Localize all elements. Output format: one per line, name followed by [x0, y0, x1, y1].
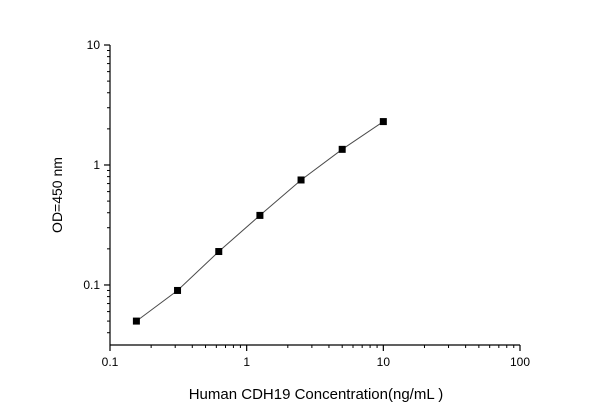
- y-axis-label: OD=450 nm: [49, 157, 65, 233]
- data-point: [132, 317, 140, 325]
- y-tick-label: 1: [93, 158, 100, 172]
- data-point: [256, 211, 264, 219]
- x-tick-label: 100: [510, 355, 530, 369]
- data-point: [215, 248, 223, 256]
- x-axis-label: Human CDH19 Concentration(ng/mL ): [189, 386, 444, 403]
- data-point: [297, 176, 305, 184]
- series-line: [136, 121, 384, 322]
- y-tick-label: 0.1: [83, 278, 100, 292]
- data-point: [379, 118, 387, 126]
- x-tick-label: 10: [377, 355, 391, 369]
- data-point: [174, 286, 182, 294]
- y-tick-label: 10: [87, 38, 101, 52]
- x-tick-label: 0.1: [102, 355, 119, 369]
- data-point: [338, 145, 346, 153]
- x-tick-label: 1: [243, 355, 250, 369]
- plot-layer: 0.1 1 10 100 0.1 1 10: [83, 38, 530, 369]
